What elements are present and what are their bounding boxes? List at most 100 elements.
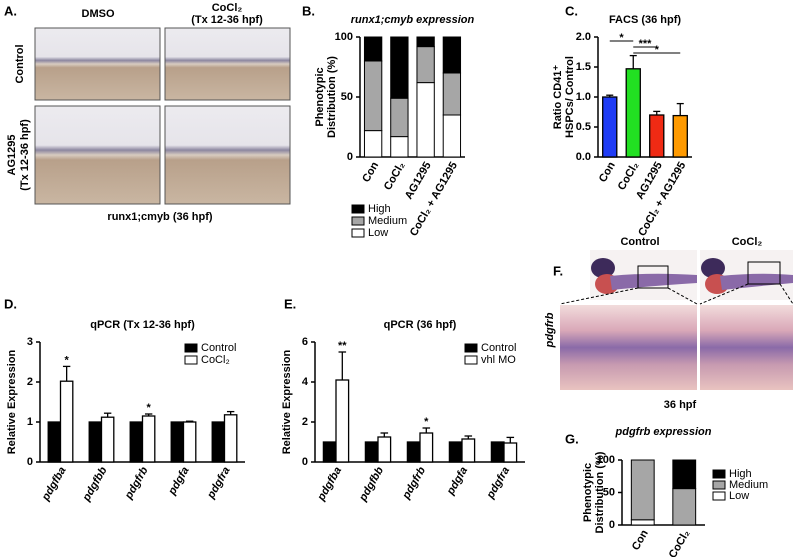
bar-segment <box>630 519 655 526</box>
micrograph <box>34 105 161 205</box>
panel-letter: E. <box>284 296 296 311</box>
micrograph <box>164 27 291 101</box>
significance-label: * <box>619 32 624 44</box>
bar <box>129 421 144 463</box>
bar <box>602 96 618 158</box>
caption: runx1;cmyb (36 hpf) <box>107 211 212 223</box>
y-axis-label: Distribution (%) <box>594 451 606 533</box>
column-note: (Tx 12-36 hpf) <box>191 14 263 26</box>
bar-segment <box>416 36 435 48</box>
bar-segment <box>390 136 409 158</box>
column-label: Control <box>620 236 659 248</box>
embryo-head <box>591 258 615 278</box>
legend-swatch <box>464 343 478 353</box>
bar <box>170 421 185 463</box>
bar <box>419 432 434 463</box>
x-tick-label: Con <box>630 528 651 553</box>
legend-label: Medium <box>729 479 768 491</box>
panel-letter: A. <box>4 3 17 18</box>
bar-segment <box>442 36 462 74</box>
legend-swatch <box>184 355 198 365</box>
bar <box>406 441 421 463</box>
x-tick-label: pdgfbb <box>80 465 110 504</box>
bar <box>47 421 62 463</box>
significance-label: ** <box>338 340 347 352</box>
bar <box>88 421 103 463</box>
chart-title: runx1;cmyb expression <box>351 14 475 26</box>
bar-segment <box>630 459 655 521</box>
bar-segment <box>363 60 383 132</box>
bar <box>211 421 226 463</box>
panel-a: DMSO CoCl₂ (Tx 12-36 hpf) Control AG1295… <box>6 2 291 223</box>
y-tick-label: 1.5 <box>576 61 591 73</box>
bar <box>59 380 74 463</box>
bar <box>672 114 688 158</box>
legend-label: High <box>729 468 752 480</box>
y-tick-label: 6 <box>302 336 308 348</box>
y-tick-label: 2 <box>302 416 308 428</box>
y-axis-label: Relative Expression <box>281 349 293 454</box>
row-note: (Tx 12-36 hpf) <box>19 119 31 191</box>
bar-segment <box>390 97 409 138</box>
y-tick-label: 100 <box>597 454 615 466</box>
panel-f: Control CoCl₂ pdgfrb 36 hpf <box>544 236 794 411</box>
row-label: Control <box>14 44 26 83</box>
y-axis-label: HSPCs/ Control <box>564 56 576 138</box>
chart-title: FACS (36 hpf) <box>609 14 681 26</box>
panel-letter: G. <box>565 431 579 446</box>
legend-swatch <box>351 216 365 226</box>
micrograph <box>560 305 697 390</box>
x-tick-label: pdgfrb <box>400 465 428 502</box>
y-tick-label: 3 <box>27 336 33 348</box>
legend-label: Low <box>368 227 388 239</box>
significance-label: * <box>65 354 70 366</box>
bar <box>625 68 641 158</box>
bar-segment <box>363 130 383 158</box>
x-tick-label: pdgfba <box>39 465 68 504</box>
embryo-trunk <box>610 273 697 290</box>
legend-label: Medium <box>368 215 407 227</box>
caption: 36 hpf <box>664 399 697 411</box>
y-axis-label: Phenotypic <box>582 463 594 522</box>
x-tick-label: pdgfbb <box>357 465 387 504</box>
y-tick-label: 0 <box>27 456 33 468</box>
y-tick-label: 1 <box>27 416 33 428</box>
legend-swatch <box>712 491 726 501</box>
zoom-box <box>637 265 669 289</box>
zoom-line <box>559 287 639 305</box>
legend-label: vhl MO <box>481 354 516 366</box>
legend-label: Low <box>729 490 749 502</box>
legend-swatch <box>184 343 198 353</box>
column-label: CoCl₂ <box>212 2 243 14</box>
bar <box>182 421 197 463</box>
x-tick-label: pdgfra <box>484 465 512 502</box>
bar <box>461 438 476 463</box>
bar <box>100 416 115 463</box>
x-tick-label: CoCl₂ <box>382 160 408 193</box>
x-tick-label: pdgfra <box>205 465 233 502</box>
y-axis-label: Relative Expression <box>6 349 18 454</box>
y-tick-label: 50 <box>341 91 353 103</box>
x-tick-label: pdgfba <box>315 465 344 504</box>
micrograph <box>164 105 291 205</box>
significance-label: * <box>655 44 660 56</box>
legend-label: Control <box>481 342 516 354</box>
bar <box>364 441 379 463</box>
bar-segment <box>442 114 462 158</box>
x-tick-label: pdgfa <box>444 465 470 498</box>
row-label: pdgfrb <box>544 312 556 348</box>
significance-label: * <box>424 416 429 428</box>
y-tick-label: 0.0 <box>576 151 591 163</box>
legend-swatch <box>351 228 365 238</box>
legend-label: High <box>368 203 391 215</box>
x-tick-label: Con <box>360 160 381 185</box>
bar <box>141 415 156 463</box>
embryo-trunk <box>720 273 793 290</box>
bar-segment <box>442 72 462 116</box>
bar <box>490 441 505 463</box>
bar-segment <box>416 82 435 158</box>
bar <box>322 441 337 463</box>
legend-swatch <box>351 204 365 214</box>
significance-label: *** <box>639 38 653 50</box>
